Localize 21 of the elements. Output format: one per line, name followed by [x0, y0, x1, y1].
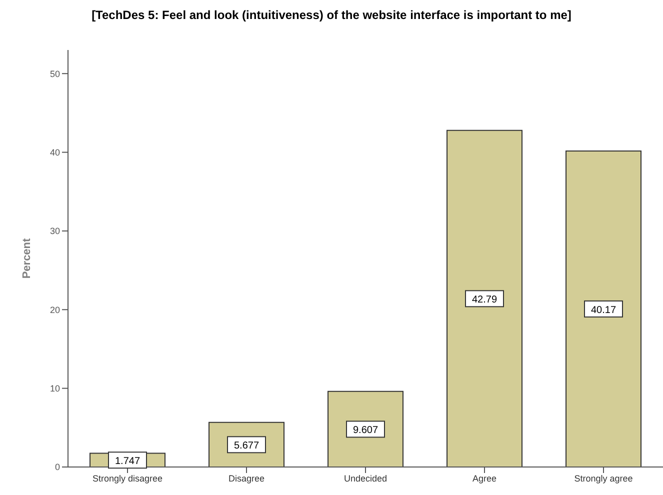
x-tick-label: Undecided — [344, 473, 388, 484]
data-label: 1.747 — [114, 456, 140, 468]
y-tick-label: 20 — [50, 304, 60, 315]
y-tick-label: 30 — [50, 226, 60, 236]
data-label: 9.607 — [352, 425, 378, 436]
y-tick-label: 0 — [54, 462, 60, 472]
bar — [328, 390, 404, 467]
y-tick-label: 10 — [50, 384, 60, 394]
x-tick-label: Disagree — [228, 473, 265, 484]
bar — [446, 130, 522, 467]
data-label: 5.677 — [234, 440, 260, 452]
chart-title: [TechDes 5: Feel and look (intuitiveness) of the website interface is important to me] — [90, 8, 572, 24]
x-tick-label: Agree — [472, 473, 497, 484]
data-label: 40.17 — [590, 304, 616, 316]
data-label: 42.79 — [472, 294, 498, 306]
y-axis-title: Percent — [20, 238, 33, 279]
y-tick-label: 50 — [50, 68, 60, 79]
bar — [566, 150, 642, 467]
y-tick-label: 40 — [50, 147, 60, 158]
x-tick-label: Strongly agree — [574, 473, 633, 484]
x-tick-label: Strongly disagree — [92, 473, 163, 484]
